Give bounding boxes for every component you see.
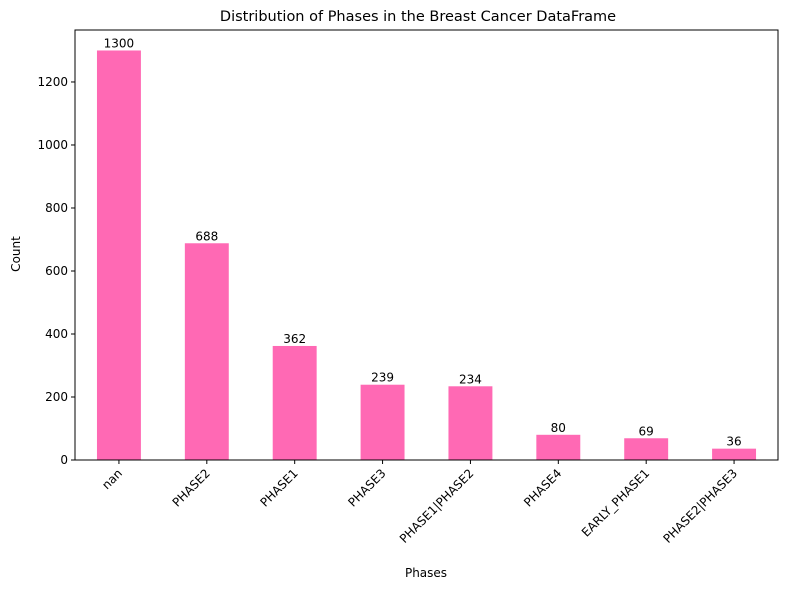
chart-title: Distribution of Phases in the Breast Can… (220, 9, 616, 25)
x-tick-label: PHASE1 (257, 466, 300, 509)
bar-value-label: 234 (459, 372, 482, 386)
x-tick-label: PHASE2|PHASE3 (661, 466, 741, 546)
x-tick-label: PHASE3 (345, 466, 388, 509)
bar (712, 448, 757, 460)
y-tick-label: 1000 (37, 138, 68, 152)
bar-value-label: 69 (639, 424, 654, 438)
y-axis-label: Count (9, 236, 23, 272)
y-tick-label: 200 (45, 390, 68, 404)
bar-value-label: 239 (371, 371, 394, 385)
bar (272, 345, 317, 460)
bar (96, 50, 141, 460)
data-labels-group: 1300 688 362 239 234 80 69 36 (104, 36, 742, 448)
x-tick-label: EARLY_PHASE1 (579, 466, 652, 539)
x-tick-label: PHASE4 (521, 466, 564, 509)
bar (536, 434, 581, 460)
bar (360, 384, 405, 460)
x-tick-label: PHASE1|PHASE2 (397, 466, 477, 546)
x-axis-label: Phases (405, 566, 447, 580)
y-tick-label: 400 (45, 327, 68, 341)
bar (184, 243, 229, 460)
plot-frame (74, 29, 779, 461)
bar (624, 438, 669, 460)
bar (448, 386, 493, 460)
x-tick-label: PHASE2 (170, 466, 213, 509)
x-ticks-group: nan PHASE2 PHASE1 PHASE3 PHASE1|PHASE2 PHASE4… (99, 460, 740, 546)
y-ticks-group: 0 200 400 600 800 1000 1200 (37, 75, 75, 467)
y-tick-label: 800 (45, 201, 68, 215)
y-tick-label: 1200 (37, 75, 68, 89)
bar-value-label: 80 (551, 421, 566, 435)
bars-group (96, 50, 757, 460)
bar-value-label: 1300 (104, 36, 135, 50)
bar-value-label: 688 (195, 229, 218, 243)
y-tick-label: 0 (60, 453, 68, 467)
x-tick-label: nan (99, 466, 125, 492)
bar-value-label: 362 (283, 332, 306, 346)
y-tick-label: 600 (45, 264, 68, 278)
bar-value-label: 36 (726, 435, 741, 449)
